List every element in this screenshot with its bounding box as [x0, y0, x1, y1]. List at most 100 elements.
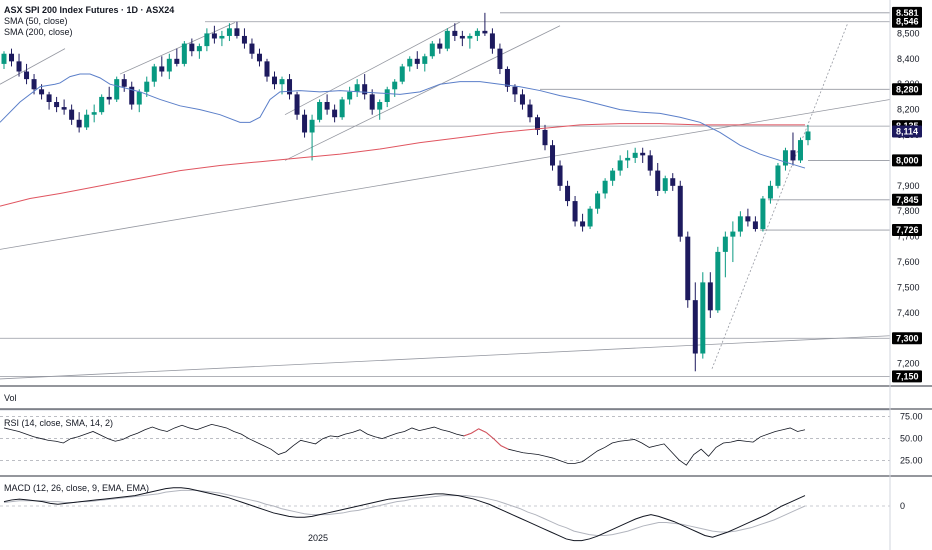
- candle-79: [595, 190, 601, 214]
- candle-body: [565, 185, 571, 202]
- y-tick-10: 7,500: [897, 282, 920, 292]
- price-tag-1: 8,546: [896, 17, 919, 27]
- candle-26: [196, 43, 202, 59]
- rsi-pane: [0, 416, 890, 466]
- candle-body: [339, 99, 345, 118]
- candle-1: [9, 48, 15, 67]
- price-tag-0: 8,581: [896, 8, 919, 18]
- trendline-6: [284, 21, 461, 116]
- candle-body: [61, 107, 67, 110]
- candle-61: [459, 30, 465, 47]
- candle-body: [670, 178, 676, 186]
- candle-43: [324, 94, 330, 115]
- price-tag-8: 7,150: [896, 371, 919, 381]
- candle-29: [219, 30, 225, 47]
- candle-body: [69, 109, 75, 120]
- candle-6: [46, 91, 52, 110]
- candle-63: [474, 28, 480, 42]
- price-axis[interactable]: 8,5008,4008,3008,2008,1008,0007,9007,800…: [889, 0, 923, 550]
- candle-56: [422, 53, 428, 72]
- price-tag-2: 8,280: [896, 84, 919, 94]
- candle-body: [550, 145, 556, 166]
- candle-41: [309, 114, 315, 161]
- y-tick-0: 8,500: [897, 28, 920, 38]
- candle-62: [467, 33, 473, 49]
- candle-10: [76, 112, 82, 133]
- price-tag-5: 7,845: [896, 195, 919, 205]
- candle-body: [317, 102, 323, 120]
- rsi-tick-0: 75.00: [900, 411, 923, 421]
- candle-body: [459, 35, 465, 39]
- candle-72: [542, 124, 548, 151]
- candle-body: [497, 48, 503, 69]
- trendline-3: [0, 48, 66, 85]
- candle-73: [550, 140, 556, 171]
- candle-body: [31, 79, 37, 90]
- candle-7: [54, 96, 60, 113]
- macd-legend[interactable]: MACD (12, 26, close, 9, EMA, EMA): [4, 483, 150, 493]
- y-tick-1: 8,400: [897, 54, 920, 64]
- candle-103: [775, 162, 781, 189]
- candle-96: [722, 231, 728, 278]
- rsi-legend[interactable]: RSI (14, close, SMA, 14, 2): [4, 418, 114, 428]
- candle-25: [189, 38, 195, 57]
- candle-body: [46, 94, 52, 102]
- price-tag-4: 8,000: [896, 155, 919, 165]
- rsi-tick-2: 25.00: [900, 456, 923, 466]
- candle-82: [617, 155, 623, 176]
- candle-body: [189, 43, 195, 52]
- candle-body: [437, 43, 443, 49]
- macd-tick-0: 0: [900, 501, 905, 511]
- candle-20: [151, 63, 157, 87]
- candle-body: [1, 53, 7, 64]
- candle-body: [151, 66, 157, 82]
- candle-46: [347, 86, 353, 105]
- candle-body: [302, 114, 308, 133]
- candle-30: [226, 23, 232, 42]
- candle-body: [625, 157, 631, 161]
- candle-22: [166, 53, 172, 80]
- y-tick-6: 7,900: [897, 181, 920, 191]
- candle-body: [39, 89, 45, 95]
- candle-body: [362, 84, 368, 95]
- candle-body: [572, 201, 578, 222]
- y-tick-3: 8,200: [897, 105, 920, 115]
- candle-95: [715, 246, 721, 313]
- sma200-legend[interactable]: SMA (200, close): [4, 27, 73, 37]
- candle-body: [99, 96, 105, 113]
- candle-body: [264, 61, 270, 77]
- candle-66: [497, 43, 503, 75]
- candle-body: [640, 152, 646, 156]
- candle-89: [670, 173, 676, 191]
- price-tag-6: 7,726: [896, 225, 919, 235]
- chart-legend: ASX SPI 200 Index Futures · 1D · ASX24 S…: [4, 5, 174, 38]
- candle-87: [655, 162, 661, 196]
- candle-body: [76, 119, 82, 128]
- last-price-bg: [892, 125, 922, 138]
- candle-35: [264, 58, 270, 82]
- candle-8: [61, 99, 67, 115]
- candle-68: [512, 84, 518, 102]
- candle-body: [174, 58, 180, 64]
- candle-body: [106, 96, 112, 100]
- vol-legend[interactable]: Vol: [4, 393, 17, 403]
- candle-body: [504, 68, 510, 87]
- candle-28: [211, 25, 217, 44]
- candle-55: [414, 51, 420, 69]
- candle-48: [362, 74, 368, 100]
- candle-body: [775, 165, 781, 186]
- candle-body: [324, 102, 330, 110]
- candle-body: [512, 86, 518, 95]
- y-tick-7: 7,800: [897, 206, 920, 216]
- candle-body: [595, 193, 601, 209]
- candle-body: [309, 119, 315, 133]
- sma200-line: [0, 123, 805, 207]
- candle-body: [181, 43, 187, 64]
- macd-pane: [0, 487, 890, 542]
- sma50-legend[interactable]: SMA (50, close): [4, 16, 68, 26]
- candle-body: [294, 94, 300, 115]
- candle-86: [647, 150, 653, 176]
- candle-body: [677, 185, 683, 237]
- candle-body: [129, 86, 135, 105]
